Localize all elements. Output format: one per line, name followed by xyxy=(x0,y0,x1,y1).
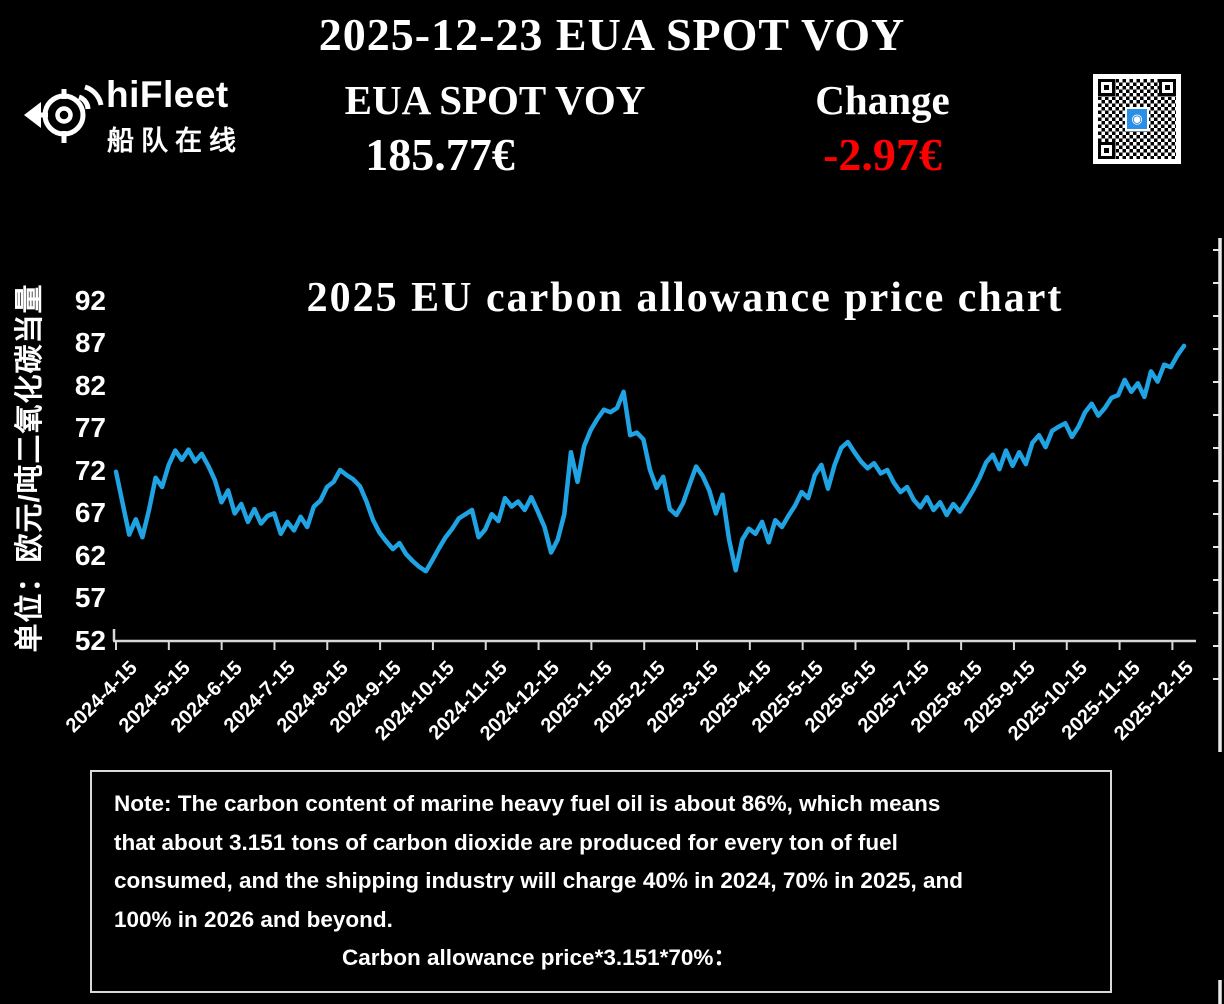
brand-name-chinese: 船队在线 xyxy=(107,126,243,156)
note-formula-line: Carbon allowance price*3.151*70%： xyxy=(342,945,736,970)
brand-name: hiFleet xyxy=(106,74,229,115)
price-line xyxy=(113,343,1187,574)
y-axis-tick-label: 87 xyxy=(74,327,106,359)
change-label: Change xyxy=(815,77,950,123)
page-title: 2025-12-23 EUA SPOT VOY xyxy=(318,9,906,60)
y-axis-tick-label: 52 xyxy=(74,624,106,656)
note-line: 100% in 2026 and beyond. xyxy=(114,906,393,932)
spot-price-value: 185.77€ xyxy=(365,129,515,180)
note-line: Note: The carbon content of marine heavy… xyxy=(114,791,941,816)
qr-finder-top-left xyxy=(1098,79,1115,96)
hifleet-logo-icon xyxy=(22,72,106,159)
qr-finder-bottom-left xyxy=(1098,142,1115,159)
note-line: that about 3.151 tons of carbon dioxide … xyxy=(114,829,898,855)
y-axis-tick-label: 72 xyxy=(74,454,106,486)
change-value: -2.97€ xyxy=(823,129,942,180)
y-axis-tick-label: 67 xyxy=(74,497,106,529)
y-axis-tick-label: 77 xyxy=(74,412,106,444)
y-axis-tick-label: 62 xyxy=(74,539,106,571)
y-axis-tick-label: 82 xyxy=(74,369,106,401)
note-box: Note: The carbon content of marine heavy… xyxy=(90,770,1112,993)
qr-finder-top-right xyxy=(1159,79,1176,96)
chart-title: 2025 EU carbon allowance price chart xyxy=(306,275,1064,321)
note-line: consumed, and the shipping industry will… xyxy=(114,868,963,893)
qr-center-logo-icon: ◉ xyxy=(1125,107,1149,131)
y-axis-tick-label: 57 xyxy=(74,582,106,614)
y-axis-tick-label: 92 xyxy=(74,284,106,316)
qr-modules: ◉ xyxy=(1098,79,1176,159)
qr-code: ◉ xyxy=(1093,74,1181,164)
spot-price-label: EUA SPOT VOY xyxy=(344,77,646,123)
